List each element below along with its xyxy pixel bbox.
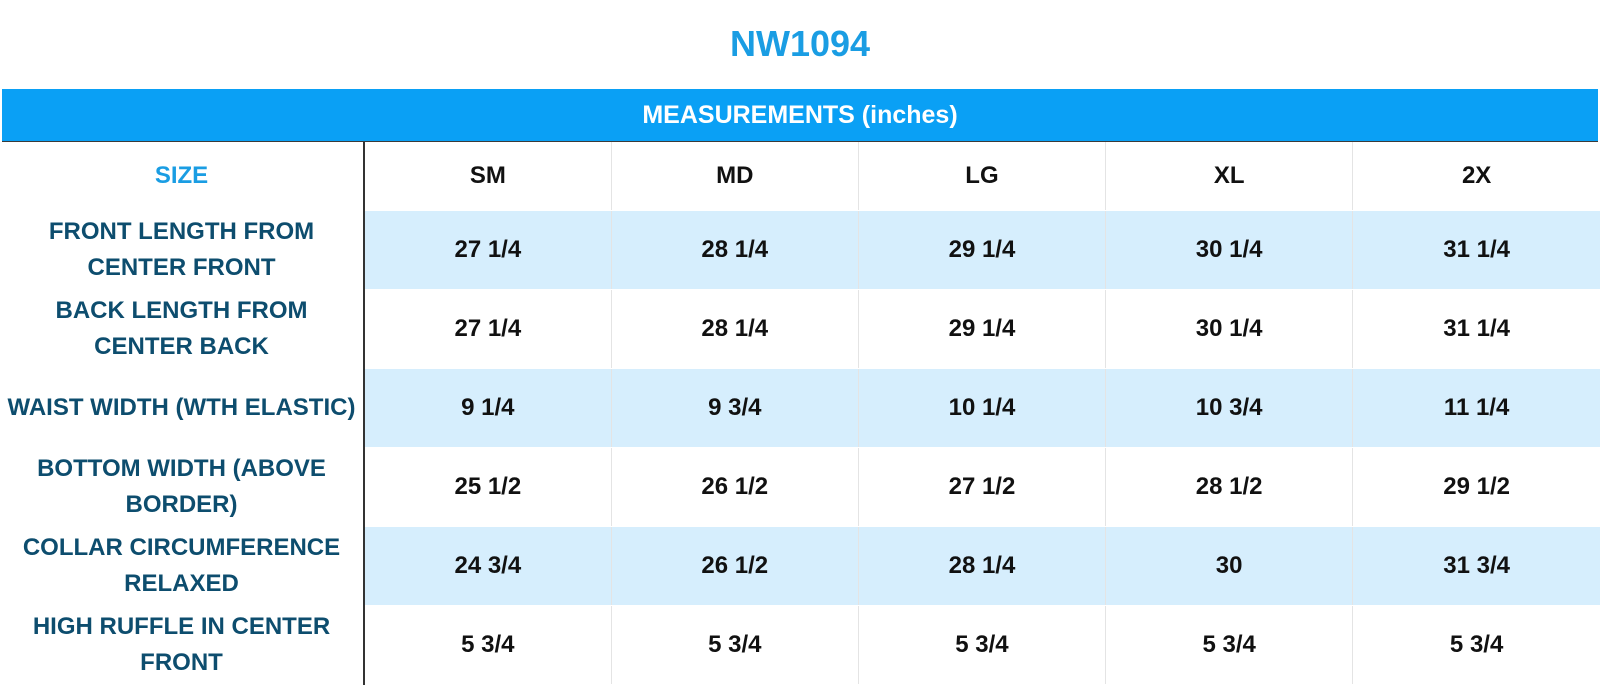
- measurements-header: MEASUREMENTS (inches): [2, 89, 1598, 142]
- measurement-cell: 9 3/4: [610, 368, 859, 448]
- table-row: FRONT LENGTH FROM CENTER FRONT 27 1/4 28…: [0, 210, 1600, 290]
- table-row: HIGH RUFFLE IN CENTER FRONT 5 3/4 5 3/4 …: [0, 605, 1600, 685]
- measurement-cell: 29 1/4: [857, 210, 1106, 290]
- measurement-cell: 29 1/4: [857, 289, 1106, 369]
- row-label: COLLAR CIRCUMFERENCE RELAXED: [0, 526, 365, 606]
- measurement-cell: 28 1/4: [610, 289, 859, 369]
- measurement-cell: 29 1/2: [1352, 447, 1600, 527]
- measurement-cell: 5 3/4: [610, 605, 859, 685]
- measurement-cell: 5 3/4: [857, 605, 1106, 685]
- row-label: HIGH RUFFLE IN CENTER FRONT: [0, 605, 365, 685]
- measurement-cell: 27 1/4: [363, 289, 612, 369]
- size-header-cell: SM: [363, 142, 612, 211]
- measurement-cell: 10 3/4: [1105, 368, 1353, 448]
- measurement-cell: 31 1/4: [1352, 289, 1600, 369]
- table-row: WAIST WIDTH (WTH ELASTIC) 9 1/4 9 3/4 10…: [0, 368, 1600, 448]
- measurement-cell: 27 1/2: [857, 447, 1106, 527]
- size-header-cell: XL: [1105, 142, 1353, 211]
- measurement-cell: 30: [1105, 526, 1353, 606]
- table-row: BACK LENGTH FROM CENTER BACK 27 1/4 28 1…: [0, 289, 1600, 369]
- measurement-cell: 31 3/4: [1352, 526, 1600, 606]
- size-header-row: SIZE SM MD LG XL 2X: [0, 142, 1600, 211]
- row-label: FRONT LENGTH FROM CENTER FRONT: [0, 210, 365, 290]
- measurement-cell: 27 1/4: [363, 210, 612, 290]
- row-label: BOTTOM WIDTH (ABOVE BORDER): [0, 447, 365, 527]
- measurement-cell: 5 3/4: [1105, 605, 1353, 685]
- measurement-cell: 5 3/4: [1352, 605, 1600, 685]
- measurement-cell: 26 1/2: [610, 447, 859, 527]
- size-header-cell: LG: [857, 142, 1106, 211]
- measurement-cell: 26 1/2: [610, 526, 859, 606]
- measurement-cell: 28 1/2: [1105, 447, 1353, 527]
- row-label: BACK LENGTH FROM CENTER BACK: [0, 289, 365, 369]
- measurement-cell: 28 1/4: [610, 210, 859, 290]
- measurement-cell: 28 1/4: [857, 526, 1106, 606]
- chart-title: NW1094: [729, 23, 871, 64]
- size-header-cell: MD: [610, 142, 859, 211]
- row-label: WAIST WIDTH (WTH ELASTIC): [0, 368, 365, 448]
- measurement-cell: 9 1/4: [363, 368, 612, 448]
- table-row: BOTTOM WIDTH (ABOVE BORDER) 25 1/2 26 1/…: [0, 447, 1600, 527]
- size-column-label: SIZE: [0, 142, 365, 211]
- measurement-cell: 30 1/4: [1105, 289, 1353, 369]
- measurement-cell: 30 1/4: [1105, 210, 1353, 290]
- measurement-cell: 31 1/4: [1352, 210, 1600, 290]
- measurement-cell: 5 3/4: [363, 605, 612, 685]
- measurement-cell: 10 1/4: [857, 368, 1106, 448]
- size-header-cell: 2X: [1352, 142, 1600, 211]
- table-row: COLLAR CIRCUMFERENCE RELAXED 24 3/4 26 1…: [0, 526, 1600, 606]
- measurement-cell: 11 1/4: [1352, 368, 1600, 448]
- measurement-cell: 24 3/4: [363, 526, 612, 606]
- measurement-cell: 25 1/2: [363, 447, 612, 527]
- size-chart-table: SIZE SM MD LG XL 2X FRONT LENGTH FROM CE…: [0, 142, 1600, 685]
